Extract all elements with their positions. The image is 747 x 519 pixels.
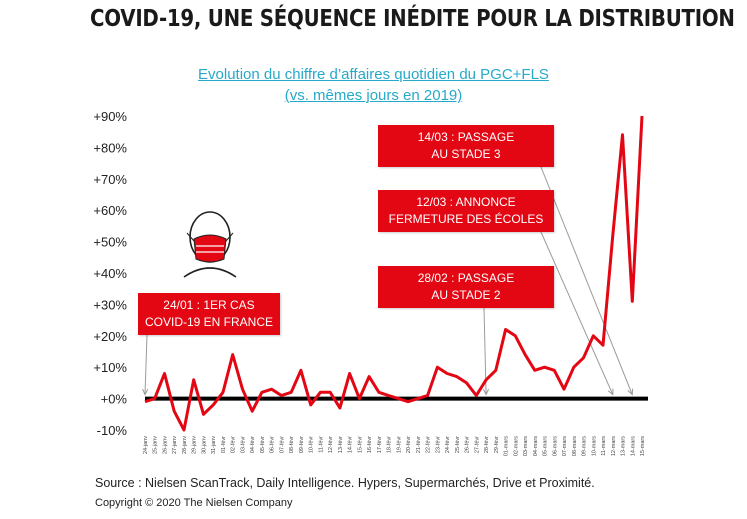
x-tick-label: 30-janv <box>201 436 207 454</box>
arrow-stade-3 <box>540 166 633 395</box>
x-tick-label: 22-févr <box>426 436 432 453</box>
annotation-stade-2-line2: AU STADE 2 <box>431 288 501 302</box>
x-tick-label: 04-mars <box>533 436 539 456</box>
x-tick-label: 10-mars <box>591 436 597 456</box>
annotation-arrows <box>142 166 634 396</box>
x-tick-label: 02-févr <box>231 436 237 453</box>
x-tick-label: 19-févr <box>396 436 402 453</box>
chart-title-line1[interactable]: Evolution du chiffre d’affaires quotidie… <box>198 66 549 83</box>
x-tick-label: 24-janv <box>143 436 149 454</box>
x-tick-label: 06-mars <box>552 436 558 456</box>
line-chart: -10% +0% +10% +20% +30% +40% +50% +60% +70% +80% +… <box>93 109 648 456</box>
x-tick-label: 25-janv <box>153 436 159 454</box>
y-tick-label: +30% <box>93 297 127 312</box>
arrow-stade-2-head <box>482 388 490 396</box>
footer-source: Source : Nielsen ScanTrack, Daily Intell… <box>95 476 595 490</box>
y-tick-label: +50% <box>93 235 127 250</box>
x-tick-label: 11-mars <box>601 436 607 456</box>
x-tick-label: 05-mars <box>543 436 549 456</box>
y-tick-label: +0% <box>101 392 128 407</box>
y-tick-label: +20% <box>93 329 127 344</box>
x-tick-label: 09-févr <box>299 436 305 453</box>
arrow-ecoles <box>540 231 614 395</box>
annotation-stade-3: 14/03 : PASSAGE AU STADE 3 <box>378 125 554 167</box>
x-tick-label: 13-févr <box>338 436 344 453</box>
x-tick-label: 07-févr <box>279 436 285 453</box>
x-tick-label: 02-mars <box>513 436 519 456</box>
x-axis: 24-janv 25-janv 26-janv 27-janv 28-janv 29-ja… <box>143 436 646 456</box>
annotation-stade-2-line1: 28/02 : PASSAGE <box>417 271 515 285</box>
annotation-ecoles-line1: 12/03 : ANNONCE <box>416 195 516 209</box>
face-mask-icon <box>183 211 237 278</box>
x-tick-label: 23-févr <box>435 436 441 453</box>
series-line <box>144 115 644 432</box>
y-tick-label: +60% <box>93 203 127 218</box>
x-tick-label: 25-févr <box>455 436 461 453</box>
x-tick-label: 15-févr <box>357 436 363 453</box>
y-tick-label: -10% <box>97 423 128 438</box>
y-tick-label: +80% <box>93 140 127 155</box>
x-tick-label: 06-févr <box>270 436 276 453</box>
x-tick-label: 10-févr <box>309 436 315 453</box>
y-tick-label: +70% <box>93 172 127 187</box>
x-tick-label: 17-févr <box>377 436 383 453</box>
x-tick-label: 15-mars <box>640 436 646 456</box>
x-tick-label: 03-févr <box>240 436 246 453</box>
arrow-stade-3-head <box>627 388 634 396</box>
x-tick-label: 24-févr <box>445 436 451 453</box>
x-tick-label: 31-janv <box>211 436 217 454</box>
arrow-premier-cas <box>144 334 148 395</box>
arrow-premier-cas-head <box>142 388 149 396</box>
x-tick-label: 26-janv <box>162 436 168 454</box>
x-tick-label: 28-janv <box>182 436 188 454</box>
x-tick-label: 03-mars <box>523 436 529 456</box>
x-tick-label: 12-févr <box>328 436 334 453</box>
annotation-stade-3-line2: AU STADE 3 <box>431 147 501 161</box>
x-tick-label: 14-mars <box>630 436 636 456</box>
x-tick-label: 13-mars <box>621 436 627 456</box>
annotation-premier-cas: 24/01 : 1ER CAS COVID-19 EN FRANCE <box>138 293 280 335</box>
x-tick-label: 16-févr <box>367 436 373 453</box>
x-tick-label: 08-févr <box>289 436 295 453</box>
x-tick-label: 21-févr <box>416 436 422 453</box>
x-tick-label: 14-févr <box>348 436 354 453</box>
x-tick-label: 27-févr <box>474 436 480 453</box>
y-tick-label: +90% <box>93 109 127 124</box>
page-title: COVID-19, UNE SÉQUENCE INÉDITE POUR LA D… <box>90 6 735 32</box>
annotation-stade-2: 28/02 : PASSAGE AU STADE 2 <box>378 266 554 308</box>
x-tick-label: 09-mars <box>582 436 588 456</box>
x-tick-label: 07-mars <box>562 436 568 456</box>
y-axis: -10% +0% +10% +20% +30% +40% +50% +60% +70% +80% +… <box>93 109 127 438</box>
x-tick-label: 27-janv <box>172 436 178 454</box>
annotation-ecoles: 12/03 : ANNONCE FERMETURE DES ÉCOLES <box>378 190 554 232</box>
y-tick-label: +40% <box>93 266 127 281</box>
y-tick-label: +10% <box>93 360 127 375</box>
annotation-premier-cas-line2: COVID-19 EN FRANCE <box>144 315 274 329</box>
annotation-ecoles-line2: FERMETURE DES ÉCOLES <box>388 212 544 226</box>
chart-title-line2[interactable]: (vs. mêmes jours en 2019) <box>284 87 463 104</box>
x-tick-label: 11-févr <box>318 436 324 453</box>
arrow-ecoles-head <box>607 388 614 396</box>
x-tick-label: 26-févr <box>465 436 471 453</box>
x-tick-label: 29-févr <box>494 436 500 453</box>
x-tick-label: 12-mars <box>611 436 617 456</box>
x-tick-label: 20-févr <box>406 436 412 453</box>
x-tick-label: 28-févr <box>484 436 490 453</box>
x-tick-label: 05-févr <box>260 436 266 453</box>
x-tick-label: 04-févr <box>250 436 256 453</box>
footer-copyright: Copyright © 2020 The Nielsen Company <box>95 497 293 509</box>
x-tick-label: 08-mars <box>572 436 578 456</box>
x-tick-label: 29-janv <box>192 436 198 454</box>
annotation-premier-cas-line1: 24/01 : 1ER CAS <box>163 298 255 312</box>
x-tick-label: 01-févr <box>221 436 227 453</box>
annotation-stade-3-line1: 14/03 : PASSAGE <box>417 130 515 144</box>
x-tick-label: 18-févr <box>387 436 393 453</box>
x-tick-label: 01-mars <box>504 436 510 456</box>
